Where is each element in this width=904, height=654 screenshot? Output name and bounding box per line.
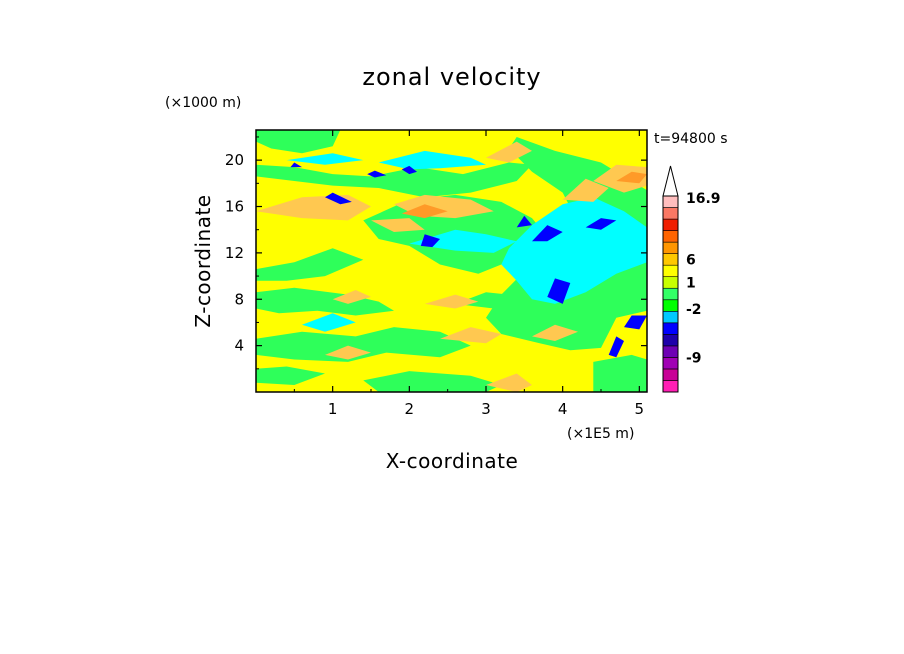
colorbar-band [662, 380, 679, 393]
contour-blue-40 [624, 315, 647, 330]
contour-blue-34 [290, 162, 302, 168]
plot-frame [255, 129, 648, 393]
contour-orange-28 [486, 373, 532, 392]
contour-green-0 [256, 130, 341, 154]
y-tick-label: 4 [234, 337, 244, 355]
contour-dark_orange-29 [401, 204, 448, 219]
contour-dark_orange-30 [616, 171, 647, 184]
x-axis-label: X-coordinate [386, 449, 519, 473]
contour-orange-24 [440, 327, 502, 344]
colorbar-label: 6 [686, 252, 696, 268]
y-axis-ticks: 4 8 12 16 20 [225, 136, 647, 370]
colorbar-band [662, 345, 679, 358]
x-tick-label: 5 [635, 400, 645, 418]
y-tick-label: 8 [234, 290, 244, 308]
plot-area [256, 130, 647, 392]
contour-blue-32 [367, 170, 387, 178]
colorbar: 16.9 6 1 -2 -9 [662, 165, 721, 393]
contour-orange-21 [486, 141, 532, 163]
contour-green-16 [593, 354, 647, 392]
contour-orange-23 [424, 294, 479, 309]
colorbar-overflow-triangle [662, 165, 679, 197]
colorbar-band [662, 218, 679, 231]
contour-green-10 [256, 287, 394, 316]
colorbar-band [662, 357, 679, 370]
colorbar-band [662, 241, 679, 254]
contour-blue-37 [532, 225, 563, 242]
contour-blue-35 [420, 234, 440, 248]
contour-blue-38 [585, 218, 617, 230]
contour-cyan-3 [378, 150, 486, 170]
contour-green-15 [363, 371, 502, 392]
contour-cyan-11 [302, 313, 356, 332]
contour-orange-19 [371, 218, 425, 232]
contour-features [256, 130, 647, 392]
colorbar-frame [662, 195, 679, 393]
contour-blue-33 [401, 165, 417, 175]
colorbar-band [662, 195, 679, 208]
contour-blue-39 [547, 278, 571, 304]
colorbar-band [662, 230, 679, 243]
contour-green-14 [256, 366, 325, 385]
colorbar-label: -2 [686, 302, 702, 318]
contour-orange-22 [562, 178, 609, 202]
y-tick-label: 20 [225, 151, 244, 169]
contour-cyan-5 [409, 229, 517, 253]
chart-title: zonal velocity [362, 63, 541, 91]
x-axis-ticks: 1 2 3 4 5 [293, 130, 645, 418]
time-label: t=94800 s [654, 131, 728, 147]
contour-orange-25 [532, 324, 578, 341]
x-tick-label: 3 [481, 400, 491, 418]
contour-green-1 [256, 162, 532, 198]
colorbar-label: 16.9 [686, 191, 721, 207]
y-tick-label: 16 [225, 198, 244, 216]
x-tick-label: 1 [328, 400, 338, 418]
colorbar-band [662, 253, 679, 266]
x-tick-label: 2 [405, 400, 415, 418]
colorbar-label: -9 [686, 350, 702, 366]
colorbar-band [662, 334, 679, 347]
colorbar-band [662, 207, 679, 220]
colorbar-band [662, 276, 679, 289]
colorbar-band [662, 322, 679, 335]
colorbar-band [662, 287, 679, 301]
colorbar-band [662, 368, 679, 381]
contour-cyan-2 [286, 153, 364, 165]
contour-orange-27 [332, 290, 371, 304]
contour-blue-36 [516, 215, 532, 228]
colorbar-band [662, 310, 679, 324]
colorbar-band [662, 299, 679, 312]
contour-green-12 [256, 327, 471, 362]
contour-blue-31 [325, 192, 352, 205]
colorbar-label: 1 [686, 275, 696, 291]
contour-orange-26 [325, 345, 371, 360]
x-tick-label: 4 [558, 400, 568, 418]
colorbar-band [662, 264, 679, 278]
y-tick-label: 12 [225, 244, 244, 262]
x-axis-unit: (×1E5 m) [567, 426, 634, 442]
y-axis-label: Z-coordinate [191, 194, 215, 327]
contour-blue-41 [608, 336, 624, 358]
contour-green-6 [256, 248, 364, 281]
contour-cyan-9 [608, 227, 647, 251]
y-axis-unit: (×1000 m) [165, 95, 241, 111]
